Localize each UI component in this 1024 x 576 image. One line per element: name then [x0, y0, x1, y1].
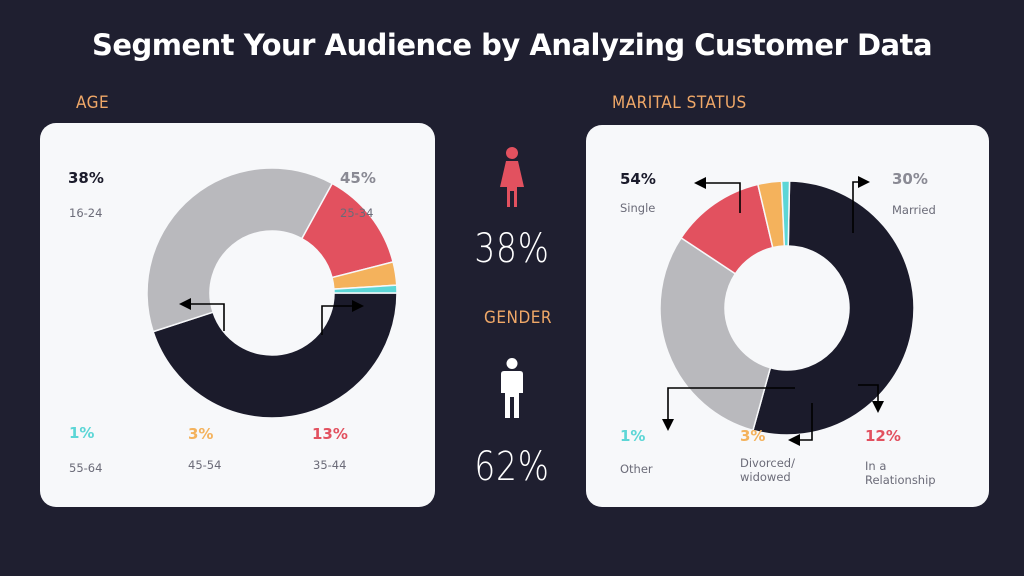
age-pct-55-64: 1% — [69, 424, 95, 442]
age-pct-25-34: 45% — [340, 169, 376, 187]
age-section-label: AGE — [76, 93, 110, 113]
age-arrowheads — [179, 298, 364, 312]
marital-pct-divorced: 3% — [740, 427, 766, 445]
age-card: 38% 16-24 45% 25-34 1% 55-64 3% 45-54 13… — [40, 123, 435, 507]
marital-donut-chart — [659, 176, 915, 446]
female-percentage: 38% — [474, 226, 550, 272]
marital-pct-married: 30% — [892, 170, 928, 188]
marital-arrowheads — [662, 176, 884, 446]
age-slice-55-64 — [333, 284, 398, 294]
age-donut-chart — [146, 167, 398, 419]
page-title: Segment Your Audience by Analyzing Custo… — [91, 28, 933, 62]
male-percentage: 62% — [474, 444, 550, 490]
marital-card: 54% Single 30% Married 1% Other 3% Divor… — [586, 125, 989, 507]
age-pct-16-24: 38% — [68, 169, 104, 187]
marital-pct-single: 54% — [620, 170, 656, 188]
age-leader-lines — [190, 303, 352, 335]
marital-section-label: MARITAL STATUS — [612, 93, 747, 113]
marital-label-single: Single — [620, 201, 656, 215]
marital-leader-lines — [667, 181, 879, 441]
age-pct-35-44: 13% — [312, 425, 348, 443]
marital-slice-single — [752, 180, 915, 436]
age-pct-45-54: 3% — [188, 425, 214, 443]
age-slice-16-24 — [146, 167, 334, 333]
age-slice-25-34 — [152, 292, 398, 419]
marital-pct-relationship: 12% — [865, 427, 901, 445]
marital-label-divorced: Divorced/ widowed — [740, 456, 795, 484]
age-label-45-54: 45-54 — [188, 458, 222, 472]
age-label-35-44: 35-44 — [313, 458, 347, 472]
marital-slice-other — [780, 180, 791, 247]
marital-label-relationship: In a Relationship — [865, 459, 936, 487]
age-label-55-64: 55-64 — [69, 461, 103, 475]
marital-slice-married — [659, 236, 772, 432]
marital-label-other: Other — [620, 462, 653, 476]
female-icon — [500, 147, 524, 207]
male-icon — [501, 358, 523, 418]
marital-pct-other: 1% — [620, 427, 646, 445]
age-label-25-34: 25-34 — [340, 206, 374, 220]
gender-section-label: GENDER — [484, 308, 553, 328]
marital-label-married: Married — [892, 203, 936, 217]
age-label-16-24: 16-24 — [69, 206, 103, 220]
